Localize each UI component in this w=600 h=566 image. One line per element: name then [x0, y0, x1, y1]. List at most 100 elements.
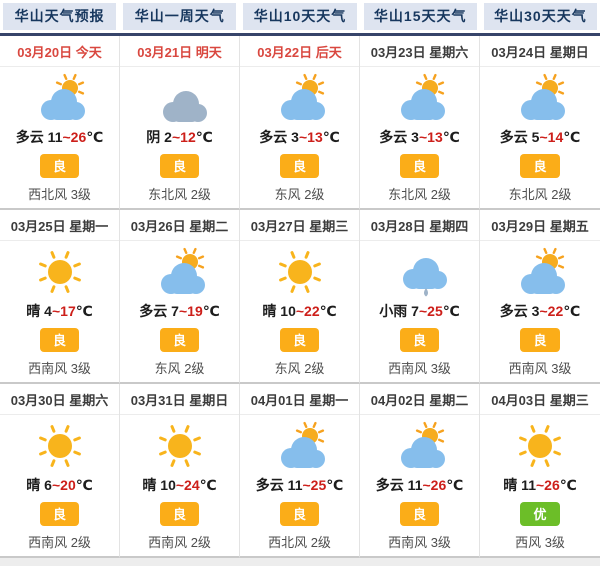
weather-card[interactable]: 04月02日 星期二 多云 11~26℃ 良 西南风 3级 — [360, 384, 480, 558]
temp-unit: ℃ — [202, 303, 220, 319]
temperature: 多云 3~13℃ — [240, 127, 359, 147]
card-date: 03月29日 星期五 — [480, 210, 600, 241]
temperature: 晴 10~24℃ — [120, 475, 239, 495]
condition-and-low-temp: 多云 11 — [255, 477, 303, 493]
card-date: 03月27日 星期三 — [240, 210, 359, 241]
partly-cloudy-icon — [280, 421, 325, 468]
sunny-icon — [519, 425, 561, 467]
wind-info: 东风 2级 — [154, 361, 205, 376]
partly-cloudy-icon — [521, 247, 565, 294]
wind-info: 西南风 3级 — [28, 361, 91, 376]
wind-info: 东北风 2级 — [508, 187, 572, 202]
temp-unit: ℃ — [326, 477, 344, 493]
weather-icon-box — [240, 71, 359, 125]
weather-icon-box — [360, 245, 479, 299]
wind-info: 西南风 3级 — [388, 535, 451, 550]
high-temp: ~14 — [539, 129, 564, 145]
card-date: 04月03日 星期三 — [480, 384, 600, 415]
partly-cloudy-icon — [40, 73, 85, 120]
weather-card[interactable]: 04月01日 星期一 多云 11~25℃ 良 西北风 2级 — [240, 384, 360, 558]
weather-card[interactable]: 03月25日 星期一 晴 4~17℃ 良 西南风 3级 — [0, 210, 120, 384]
high-temp: ~25 — [418, 303, 443, 319]
weather-card[interactable]: 03月27日 星期三 晴 10~22℃ 良 东风 2级 — [240, 210, 360, 384]
bottom-strip — [0, 558, 600, 566]
temperature: 小雨 7~25℃ — [360, 301, 479, 321]
forecast-grid: 03月20日 今天 多云 11~26℃ 良 西北风 3级 03月21日 明天 阴… — [0, 36, 600, 558]
high-temp: ~22 — [295, 303, 320, 319]
weather-card[interactable]: 03月30日 星期六 晴 6~20℃ 良 西南风 2级 — [0, 384, 120, 558]
condition-and-low-temp: 晴 6 — [26, 477, 52, 493]
temp-unit: ℃ — [446, 477, 464, 493]
high-temp: ~12 — [171, 129, 196, 145]
temp-unit: ℃ — [442, 129, 460, 145]
wind-info: 西南风 2级 — [148, 535, 211, 550]
air-quality-badge: 良 — [39, 154, 79, 178]
card-date: 04月02日 星期二 — [360, 384, 479, 415]
weather-card[interactable]: 03月23日 星期六 多云 3~13℃ 良 东北风 2级 — [360, 36, 480, 210]
card-date: 03月23日 星期六 — [360, 36, 479, 67]
temp-unit: ℃ — [86, 129, 104, 145]
temperature: 晴 6~20℃ — [0, 475, 119, 495]
weather-icon-box — [120, 419, 239, 473]
temperature: 阴 2~12℃ — [120, 127, 239, 147]
partly-cloudy-icon — [400, 73, 445, 120]
weather-card[interactable]: 03月31日 星期日 晴 10~24℃ 良 西南风 2级 — [120, 384, 240, 558]
forecast-tab-bar: 华山天气预报 华山一周天气 华山10天天气 华山15天天气 华山30天天气 — [0, 0, 600, 36]
temp-unit: ℃ — [442, 303, 460, 319]
air-quality-badge: 良 — [39, 328, 79, 352]
sunny-icon — [38, 251, 81, 293]
tab-week-weather[interactable]: 华山一周天气 — [123, 3, 237, 30]
temp-unit: ℃ — [559, 477, 577, 493]
weather-card[interactable]: 04月03日 星期三 晴 11~26℃ 优 西风 3级 — [480, 384, 600, 558]
weather-icon-box — [0, 419, 119, 473]
partly-cloudy-icon — [521, 73, 565, 120]
high-temp: ~25 — [302, 477, 327, 493]
air-quality-badge: 良 — [520, 328, 560, 352]
weather-icon-box — [0, 245, 119, 299]
condition-and-low-temp: 多云 11 — [375, 477, 423, 493]
card-date: 03月31日 星期日 — [120, 384, 239, 415]
high-temp: ~24 — [175, 477, 200, 493]
weather-icon-box — [120, 71, 239, 125]
temperature: 晴 11~26℃ — [480, 475, 600, 495]
wind-info: 西北风 2级 — [268, 535, 331, 550]
weather-icon-box — [480, 71, 600, 125]
temp-unit: ℃ — [199, 477, 217, 493]
sunny-icon — [278, 251, 321, 293]
high-temp: ~19 — [178, 303, 203, 319]
partly-cloudy-icon — [280, 73, 325, 120]
temperature: 多云 11~25℃ — [240, 475, 359, 495]
high-temp: ~20 — [51, 477, 76, 493]
weather-card[interactable]: 03月22日 后天 多云 3~13℃ 良 东风 2级 — [240, 36, 360, 210]
weather-card[interactable]: 03月21日 明天 阴 2~12℃ 良 东北风 2级 — [120, 36, 240, 210]
weather-card[interactable]: 03月20日 今天 多云 11~26℃ 良 西北风 3级 — [0, 36, 120, 210]
weather-icon-box — [480, 419, 600, 473]
air-quality-badge: 良 — [39, 502, 79, 526]
tab-10day-weather[interactable]: 华山10天天气 — [243, 3, 357, 30]
temperature: 多云 7~19℃ — [120, 301, 239, 321]
weather-card[interactable]: 03月24日 星期日 多云 5~14℃ 良 东北风 2级 — [480, 36, 600, 210]
condition-and-low-temp: 多云 3 — [379, 129, 419, 145]
tab-30day-weather[interactable]: 华山30天天气 — [483, 3, 598, 30]
card-date: 03月28日 星期四 — [360, 210, 479, 241]
weather-icon-box — [120, 245, 239, 299]
weather-card[interactable]: 03月26日 星期二 多云 7~19℃ 良 东风 2级 — [120, 210, 240, 384]
tab-15day-weather[interactable]: 华山15天天气 — [363, 3, 477, 30]
tab-weather-forecast[interactable]: 华山天气预报 — [3, 3, 117, 30]
temperature: 多云 3~22℃ — [480, 301, 600, 321]
condition-and-low-temp: 晴 10 — [262, 303, 296, 319]
overcast-icon — [162, 91, 207, 122]
wind-info: 东风 2级 — [274, 187, 325, 202]
condition-and-low-temp: 晴 11 — [503, 477, 536, 493]
high-temp: ~26 — [536, 477, 560, 493]
temperature: 晴 4~17℃ — [0, 301, 119, 321]
temp-unit: ℃ — [319, 303, 337, 319]
weather-card[interactable]: 03月28日 星期四 小雨 7~25℃ 良 西南风 3级 — [360, 210, 480, 384]
high-temp: ~26 — [62, 129, 87, 145]
temp-unit: ℃ — [563, 303, 581, 319]
card-date: 04月01日 星期一 — [240, 384, 359, 415]
air-quality-badge: 良 — [159, 328, 199, 352]
weather-card[interactable]: 03月29日 星期五 多云 3~22℃ 良 西南风 3级 — [480, 210, 600, 384]
weather-icon-box — [0, 71, 119, 125]
card-date: 03月24日 星期日 — [480, 36, 600, 67]
